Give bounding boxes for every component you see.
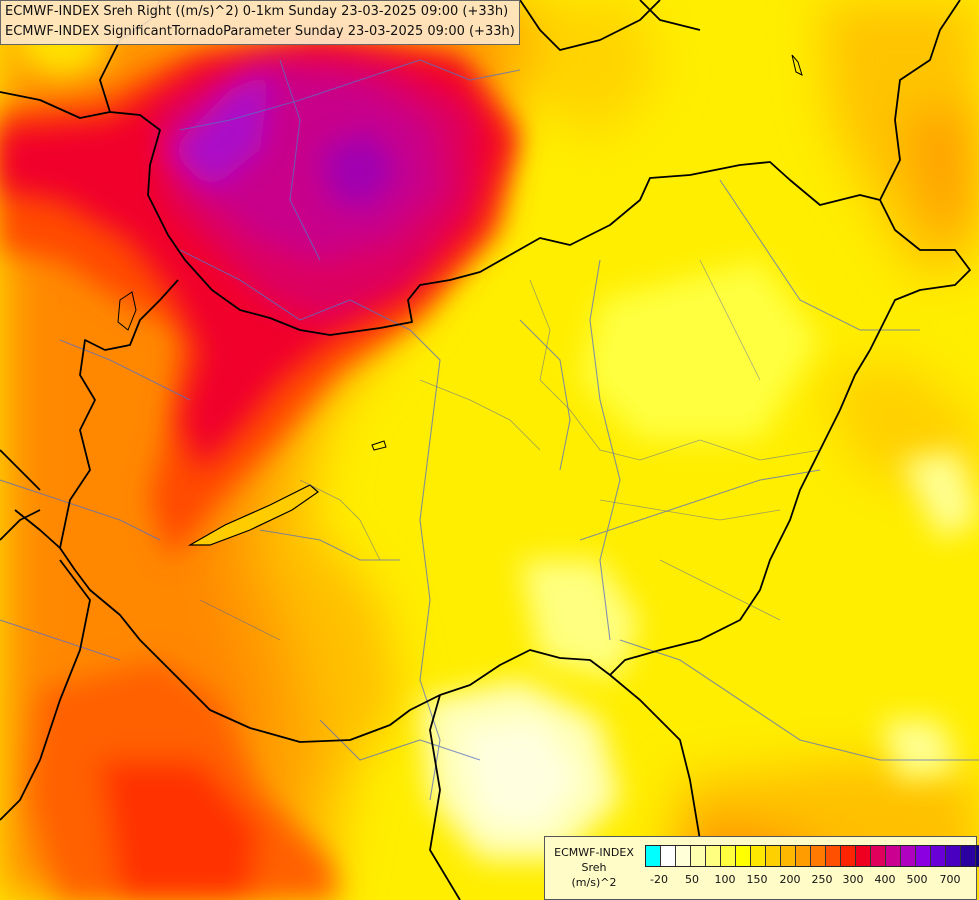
rivers: [0, 59, 979, 801]
legend-swatch: [751, 846, 766, 866]
legend-parameter: Sreh: [581, 861, 607, 874]
legend-swatch: [706, 846, 721, 866]
legend-swatch: [766, 846, 781, 866]
legend-swatch: [976, 846, 979, 866]
legend-swatch: [946, 846, 961, 866]
lake-north: [791, 54, 803, 76]
legend-color-bar: [645, 845, 979, 867]
legend-label: ECMWF-INDEX Sreh (m/s)^2: [549, 845, 639, 890]
legend-tick-label: 500: [906, 873, 928, 886]
legend-tick-label: 100: [714, 873, 736, 886]
legend-tick-label: 250: [811, 873, 833, 886]
legend-tick-labels: -20 50 100 150 200 250 300 400 500 700: [645, 873, 975, 889]
legend-swatch: [826, 846, 841, 866]
legend-swatch: [811, 846, 826, 866]
legend-swatch: [796, 846, 811, 866]
color-legend: ECMWF-INDEX Sreh (m/s)^2 -20 50 100 150 200 2…: [544, 836, 979, 900]
lake-west: [117, 291, 137, 331]
legend-swatch: [916, 846, 931, 866]
legend-swatch: [886, 846, 901, 866]
lake-small: [371, 440, 387, 451]
map-title-line-2: ECMWF-INDEX SignificantTornadoParameter …: [5, 24, 515, 39]
legend-swatch: [871, 846, 886, 866]
legend-swatch: [901, 846, 916, 866]
legend-tick-label: 400: [874, 873, 896, 886]
legend-swatch: [856, 846, 871, 866]
lake-outline: [187, 484, 319, 546]
legend-swatch: [736, 846, 751, 866]
legend-tick-label: 50: [685, 873, 699, 886]
legend-swatch: [781, 846, 796, 866]
legend-tick-label: 150: [746, 873, 768, 886]
legend-swatch: [961, 846, 976, 866]
admin-boundaries: [199, 259, 821, 641]
map-title-line-1: ECMWF-INDEX Sreh Right ((m/s)^2) 0-1km S…: [5, 4, 509, 19]
legend-source: ECMWF-INDEX: [554, 846, 634, 859]
legend-swatch: [661, 846, 676, 866]
legend-tick-label: 300: [842, 873, 864, 886]
legend-tick-label: 200: [779, 873, 801, 886]
legend-tick-label: 700: [939, 873, 961, 886]
legend-unit: (m/s)^2: [571, 876, 617, 889]
legend-swatch: [721, 846, 736, 866]
legend-swatch: [691, 846, 706, 866]
legend-swatch: [841, 846, 856, 866]
legend-tick-label: -20: [650, 873, 668, 886]
map-title-box: ECMWF-INDEX Sreh Right ((m/s)^2) 0-1km S…: [0, 0, 520, 45]
legend-swatch: [676, 846, 691, 866]
legend-swatch: [931, 846, 946, 866]
legend-swatch: [646, 846, 661, 866]
